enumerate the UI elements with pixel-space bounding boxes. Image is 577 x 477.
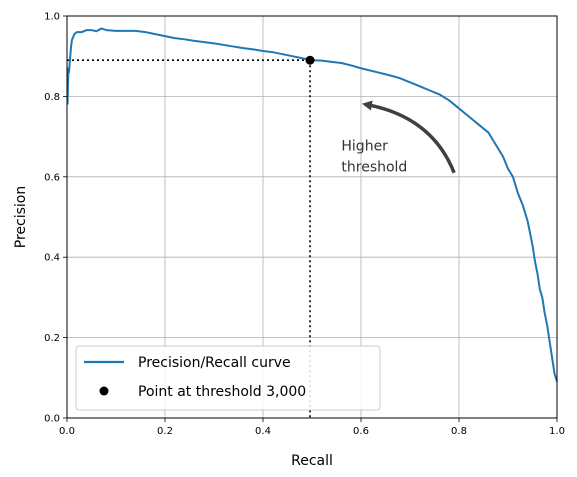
x-tick-label: 1.0 (549, 426, 565, 437)
x-tick-label: 0.8 (451, 426, 467, 437)
y-tick-label: 0.4 (44, 253, 60, 264)
legend: Precision/Recall curve Point at threshol… (75, 345, 381, 411)
legend-label-point: Point at threshold 3,000 (138, 384, 306, 400)
y-tick-label: 0.2 (44, 333, 60, 344)
x-tick-label: 0.4 (255, 426, 271, 437)
axis-ticks: 0.0 0.2 0.4 0.6 0.8 1.0 0.0 0.2 0.4 0.6 0.8 1.0 (44, 12, 565, 438)
y-tick-label: 0.0 (44, 414, 60, 425)
annotation-text-line: threshold (341, 160, 407, 176)
x-tick-label: 0.2 (157, 426, 173, 437)
series-layer (66, 27, 558, 383)
grid-lines (66, 15, 558, 419)
x-tick-label: 0.0 (59, 426, 75, 437)
annotation-arrow (361, 100, 456, 174)
legend-label-curve: Precision/Recall curve (138, 355, 291, 371)
y-axis-label: Precision (13, 186, 29, 248)
y-tick-label: 0.8 (44, 92, 60, 103)
x-tick-label: 0.6 (353, 426, 369, 437)
x-axis-label: Recall (291, 453, 333, 469)
threshold-point (305, 55, 315, 65)
threshold-guide-lines (67, 59, 311, 418)
legend-point-swatch (99, 386, 109, 396)
precision-recall-curve (66, 27, 558, 383)
annotation-layer: Higher threshold (341, 100, 456, 176)
annotation-text-line: Higher (341, 139, 388, 155)
axes-frame (66, 15, 558, 419)
y-tick-label: 1.0 (44, 12, 60, 23)
legend-box (75, 345, 381, 411)
y-tick-label: 0.6 (44, 172, 60, 183)
